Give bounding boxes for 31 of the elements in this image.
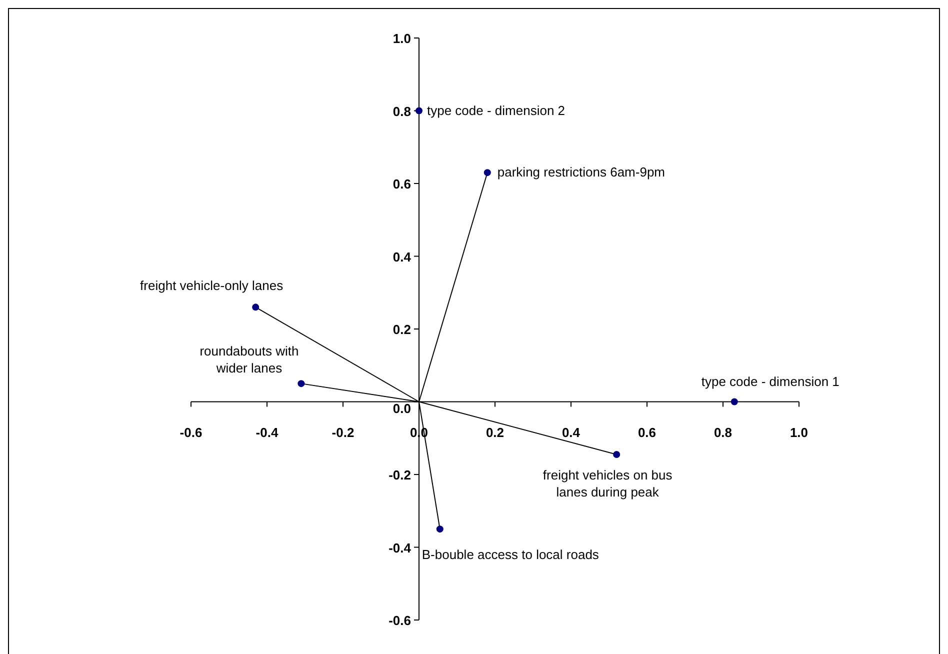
- annotation: freight vehicles on bus lanes during peak: [542, 467, 673, 500]
- y-tick-label: 0.2: [392, 322, 411, 337]
- x-tick-label: 0.6: [638, 424, 656, 440]
- annotation: roundabouts with wider lanes: [200, 344, 299, 376]
- point: [298, 380, 305, 388]
- y-tick-label: 0.8: [392, 104, 411, 119]
- x-tick-label: -0.4: [256, 424, 279, 440]
- x-tick-label: 0.4: [562, 424, 581, 440]
- y-tick-label: 0.4: [392, 249, 412, 264]
- point: [484, 169, 491, 176]
- y-tick-label: 0.6: [392, 176, 411, 192]
- y-tick-label: -0.6: [388, 613, 411, 628]
- point: [416, 107, 422, 114]
- point: [252, 304, 260, 311]
- annotation: B-bouble access to local roads: [422, 547, 600, 562]
- x-tick-label: -0.2: [332, 424, 354, 440]
- x-tick-label: 0.8: [714, 424, 732, 440]
- x-tick-label: -0.6: [180, 424, 202, 440]
- point: [613, 450, 620, 458]
- y-tick-label: 0.0: [392, 400, 411, 416]
- y-tick-label: -0.4: [388, 540, 412, 556]
- y-tick-label: 1.0: [392, 31, 411, 46]
- annotation: type code - dimension 1: [701, 374, 840, 389]
- annotation: type code - dimension 2: [427, 102, 566, 118]
- annotation: parking restrictions 6am-9pm: [497, 164, 666, 180]
- point: [436, 526, 444, 533]
- annotation: freight vehicle-only lanes: [140, 278, 284, 294]
- y-tick-label: -0.2: [388, 468, 411, 482]
- x-tick-label: 0.2: [486, 424, 504, 440]
- x-tick-label: 1.0: [790, 424, 808, 440]
- point: [730, 398, 738, 406]
